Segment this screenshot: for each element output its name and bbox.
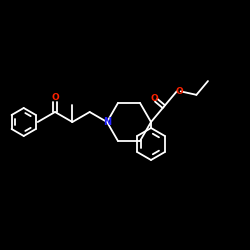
Text: N: N bbox=[103, 117, 111, 127]
Text: O: O bbox=[150, 94, 158, 103]
Text: O: O bbox=[176, 87, 184, 96]
Text: O: O bbox=[51, 93, 59, 102]
